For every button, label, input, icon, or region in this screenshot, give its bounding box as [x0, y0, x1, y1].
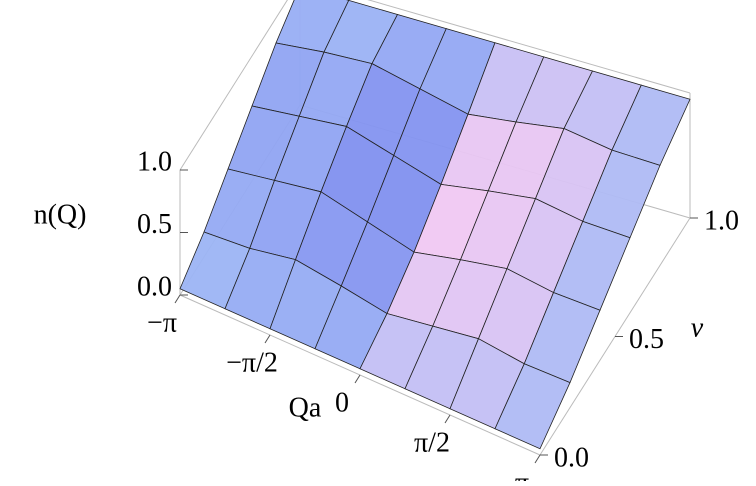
y-tick-label: 0.5 [629, 324, 664, 355]
y-tick-label: 1.0 [704, 205, 739, 236]
y-axis-label: ν [691, 312, 704, 343]
box-edge [367, 0, 691, 94]
x-tick-label: 0 [335, 387, 349, 418]
x-tick-label: −π/2 [226, 347, 278, 378]
x-tick [264, 334, 271, 344]
x-tick [354, 374, 361, 384]
z-axis-label: n(Q) [34, 199, 87, 230]
box-edge [179, 0, 288, 171]
x-tick [534, 454, 541, 464]
x-tick-label: π [515, 467, 529, 481]
x-axis-label: Qa [289, 392, 322, 423]
surface-patch [494, 363, 571, 450]
x-tick [174, 294, 181, 304]
y-tick-label: 0.0 [554, 442, 589, 473]
x-tick-label: π/2 [414, 427, 450, 458]
z-tick-label: 0.5 [137, 209, 172, 240]
z-tick-label: 1.0 [137, 146, 172, 177]
x-tick-label: −π [147, 307, 177, 338]
x-tick [444, 414, 451, 424]
z-tick-label: 0.0 [137, 271, 172, 302]
